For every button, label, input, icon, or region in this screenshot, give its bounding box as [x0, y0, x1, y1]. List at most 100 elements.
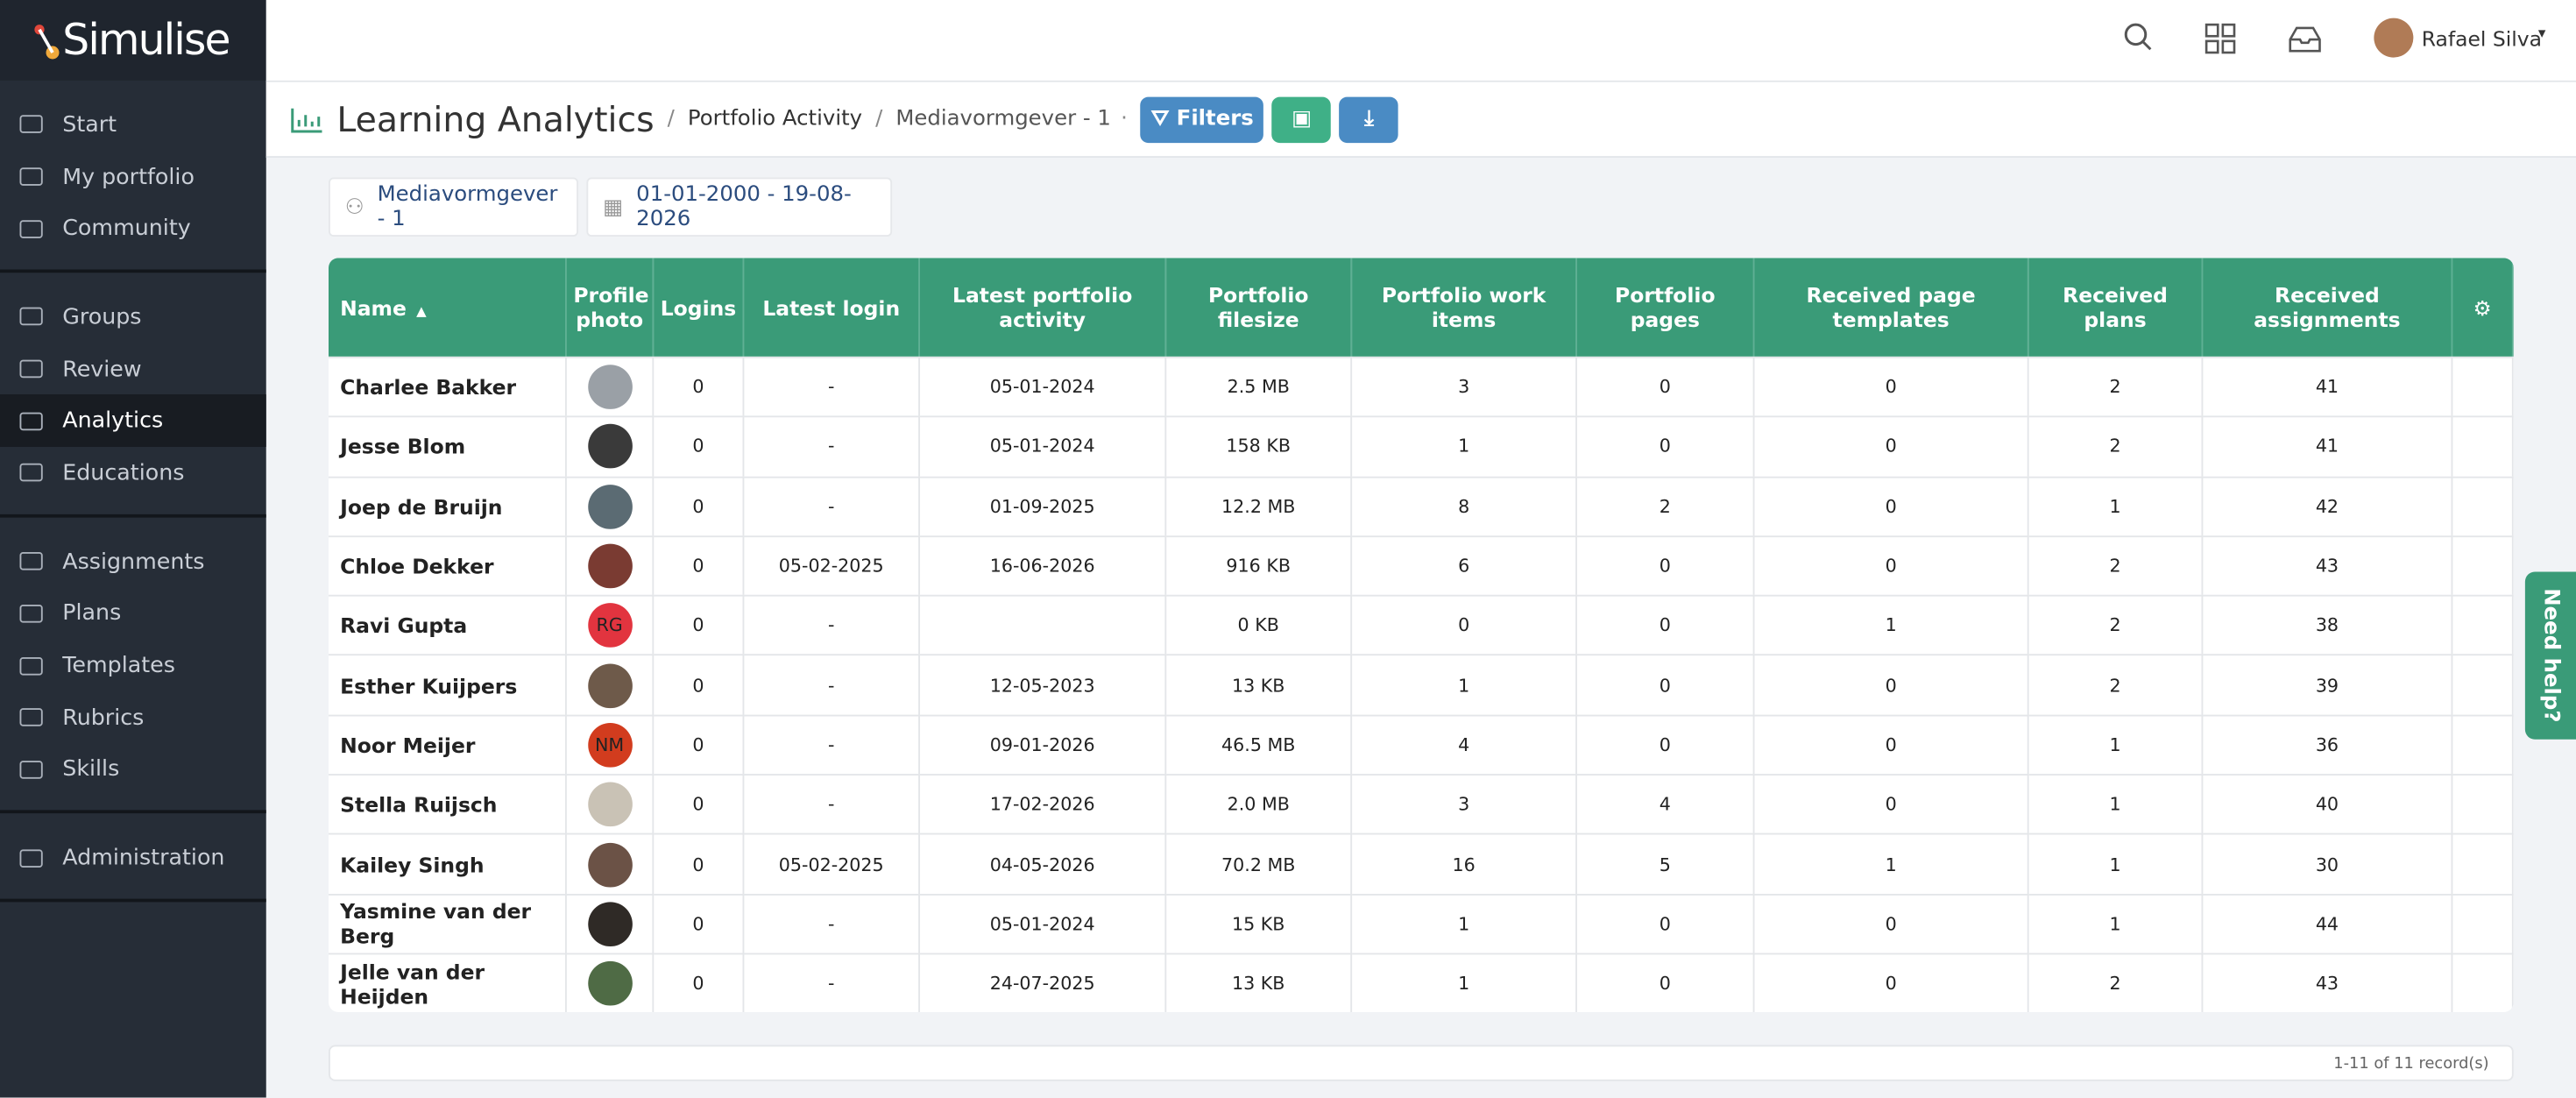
group-chip[interactable]: ⚇ Mediavormgever - 1: [329, 177, 578, 237]
filters-label: Filters: [1176, 106, 1254, 131]
avatar-initials: NM: [594, 733, 625, 756]
avatar: [587, 841, 632, 887]
data-cell: 17-02-2026: [920, 774, 1167, 834]
data-cell: 24-07-2025: [920, 953, 1167, 1013]
table-row: Kailey Singh 0 05-02-2025 04-05-2026 70.2 MB…: [329, 833, 2514, 894]
user-avatar[interactable]: [2374, 18, 2414, 58]
nav-item[interactable]: Community: [0, 202, 266, 254]
data-cell: 0: [654, 953, 745, 1013]
data-cell: 2: [2028, 595, 2204, 655]
header-text: Profile photo: [573, 282, 649, 332]
data-cell: -: [744, 595, 920, 655]
data-cell: 1: [1352, 953, 1577, 1013]
data-cell: 36: [2203, 714, 2453, 775]
column-header[interactable]: Portfolio pages: [1577, 258, 1755, 357]
data-cell: 2: [2028, 953, 2204, 1013]
nav-item[interactable]: My portfolio: [0, 151, 266, 202]
data-cell: 1: [2028, 893, 2204, 953]
nav-item[interactable]: Templates: [0, 640, 266, 691]
nav-item[interactable]: Analytics: [0, 394, 266, 448]
user-name[interactable]: Rafael Silva: [2421, 26, 2543, 52]
data-cell: 5: [1577, 833, 1755, 894]
nav-item[interactable]: Plans: [0, 587, 266, 639]
crumb[interactable]: Portfolio Activity: [687, 106, 863, 131]
column-header[interactable]: Portfolio work items: [1352, 258, 1577, 357]
blank-cell: [2452, 415, 2514, 476]
nav-icon: [19, 308, 43, 327]
column-header[interactable]: Received assignments: [2203, 258, 2453, 357]
data-cell: 0: [654, 535, 745, 596]
nav-label: Start: [62, 111, 117, 138]
column-header[interactable]: Latest login: [744, 258, 920, 357]
nav-item[interactable]: Skills: [0, 744, 266, 796]
data-cell: 39: [2203, 655, 2453, 715]
search-icon[interactable]: [2123, 21, 2156, 54]
table-row: Chloe Dekker 0 05-02-2025 16-06-2026 916 KB 6…: [329, 535, 2514, 596]
photo-cell: [566, 655, 655, 715]
chip-text: Mediavormgever - 1: [377, 182, 558, 232]
nav-label: Review: [62, 356, 142, 383]
data-cell: 0: [654, 893, 745, 953]
column-header[interactable]: Name ▲: [329, 258, 567, 357]
nav-item[interactable]: Rubrics: [0, 691, 266, 743]
data-cell: 70.2 MB: [1166, 833, 1353, 894]
data-cell: 1: [2028, 714, 2204, 775]
avatar: [587, 543, 632, 589]
data-cell: 2: [2028, 356, 2204, 416]
nav-label: Community: [62, 216, 191, 243]
data-cell: 16-06-2026: [920, 535, 1167, 596]
data-cell: 1: [1754, 833, 2029, 894]
data-cell: 13 KB: [1166, 655, 1353, 715]
name-cell: Stella Ruijsch: [329, 774, 567, 834]
nav-item[interactable]: Groups: [0, 291, 266, 343]
data-cell: 12.2 MB: [1166, 475, 1353, 536]
header-text: Received plans: [2063, 282, 2168, 332]
blank-cell: [2452, 655, 2514, 715]
avatar: NM: [587, 722, 632, 768]
data-cell: 41: [2203, 415, 2453, 476]
data-cell: 0: [1577, 535, 1755, 596]
nav-item[interactable]: Review: [0, 343, 266, 394]
blank-cell: [2452, 893, 2514, 953]
data-cell: 1: [1352, 415, 1577, 476]
nav-item[interactable]: Start: [0, 99, 266, 151]
data-cell: 2: [2028, 535, 2204, 596]
name-cell: Noor Meijer: [329, 714, 567, 775]
logo[interactable]: Simulise: [0, 0, 266, 81]
data-cell: 2: [2028, 655, 2204, 715]
data-cell: 2.5 MB: [1166, 356, 1353, 416]
brand: Simulise: [62, 15, 230, 66]
nav-item[interactable]: Assignments: [0, 535, 266, 587]
data-cell: 8: [1352, 475, 1577, 536]
data-cell: 2: [1577, 475, 1755, 536]
crumb: Mediavormgever - 1: [895, 106, 1111, 131]
nav-icon: [19, 412, 43, 430]
nav-label: Plans: [62, 600, 122, 627]
table-row: Noor Meijer NM 0-09-01-2026 46.5 MB 4 0 0 1 36: [329, 714, 2514, 775]
save-button[interactable]: ▣: [1271, 96, 1332, 143]
column-header[interactable]: Latest portfolio activity: [920, 258, 1167, 357]
data-cell: 0: [1754, 475, 2029, 536]
date-chip[interactable]: ▦ 01-01-2000 - 19-08-2026: [586, 177, 893, 237]
filters-button[interactable]: ⛛ Filters: [1140, 96, 1264, 143]
column-header[interactable]: Logins: [654, 258, 745, 357]
download-button[interactable]: ⤓: [1339, 96, 1399, 143]
column-header[interactable]: Portfolio filesize: [1166, 258, 1353, 357]
help-tab[interactable]: Need help?: [2524, 571, 2576, 740]
data-cell: -: [744, 415, 920, 476]
inbox-icon[interactable]: [2287, 23, 2323, 56]
column-header[interactable]: Received page templates: [1754, 258, 2029, 357]
data-cell: 0: [1754, 356, 2029, 416]
apps-icon[interactable]: [2204, 23, 2238, 56]
nav-icon: [19, 359, 43, 379]
nav-icon: [19, 219, 43, 238]
nav-group: Administration: [0, 814, 266, 903]
nav-item[interactable]: Administration: [0, 832, 266, 883]
settings-header[interactable]: ⚙: [2452, 258, 2514, 357]
column-header[interactable]: Profile photo: [566, 258, 655, 357]
nav-item[interactable]: Educations: [0, 447, 266, 499]
nav-label: Assignments: [62, 548, 205, 575]
data-cell: 1: [2028, 774, 2204, 834]
column-header[interactable]: Received plans: [2028, 258, 2204, 357]
nav-icon: [19, 552, 43, 570]
